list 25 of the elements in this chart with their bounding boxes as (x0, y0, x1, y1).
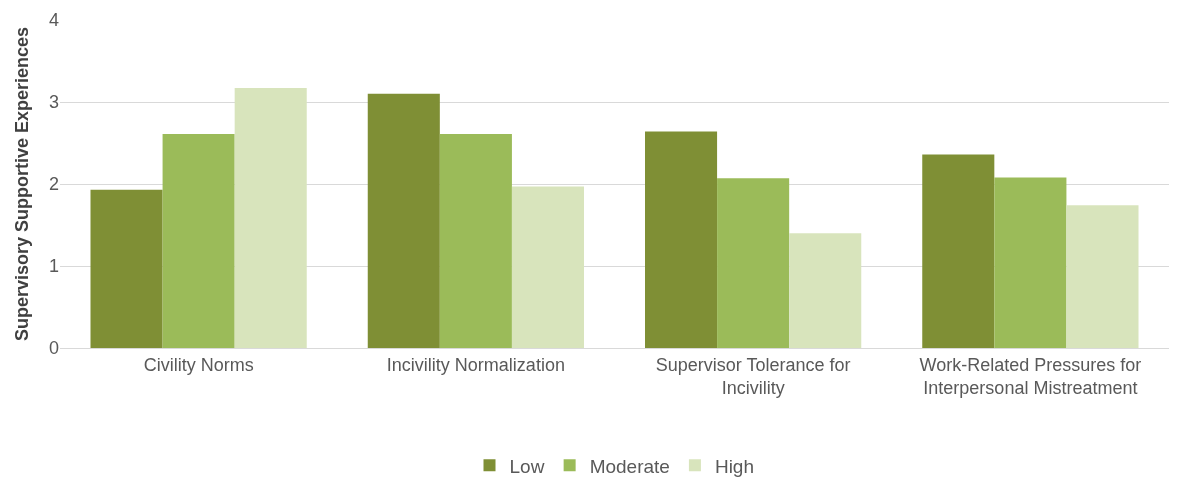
bar (367, 93, 440, 348)
x-tick-label: Supervisor Tolerance for Incivility (655, 354, 851, 398)
x-tick-label: Incivility Normalization (386, 354, 565, 375)
bar (1066, 205, 1139, 348)
bar (439, 133, 512, 348)
bar (717, 178, 790, 348)
y-tick-label: 3 (48, 92, 59, 113)
y-tick-label: 4 (48, 10, 59, 31)
x-tick-label: Civility Norms (143, 354, 254, 375)
x-tick-label: Work-Related Pressures for Interpersonal Mistreatment (919, 354, 1142, 398)
bar (994, 177, 1067, 348)
bar (234, 88, 307, 348)
y-tick-label: 0 (48, 338, 59, 359)
bar (162, 133, 235, 348)
y-axis-title: Supervisory Supportive Experiences (12, 26, 33, 342)
bar (922, 154, 995, 348)
legend-label: High (714, 455, 754, 477)
bar (511, 186, 584, 348)
y-tick-label: 2 (48, 174, 59, 195)
bar (645, 131, 718, 348)
y-tick-label: 1 (48, 256, 59, 277)
legend-label: Low (509, 455, 545, 477)
bar (90, 189, 163, 348)
bar (789, 233, 862, 348)
legend-label: Moderate (589, 455, 670, 477)
